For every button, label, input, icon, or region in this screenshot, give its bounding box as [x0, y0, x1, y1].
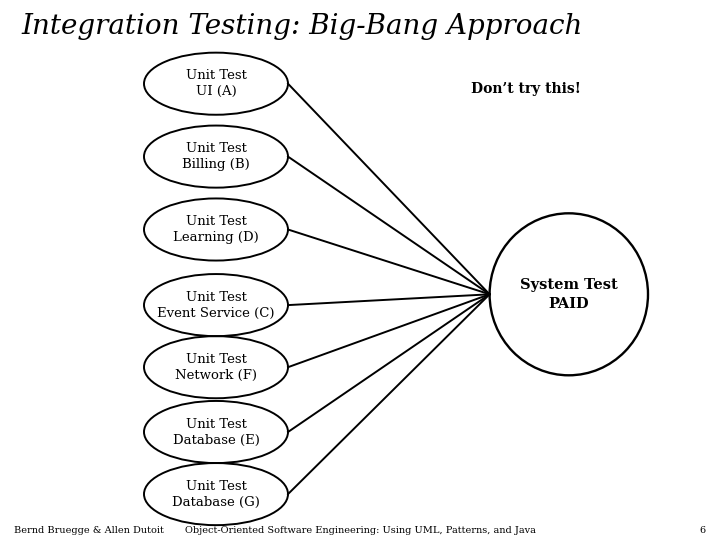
Text: Unit Test
Database (E): Unit Test Database (E)	[173, 417, 259, 447]
Text: 6: 6	[699, 525, 706, 535]
Text: Unit Test
Network (F): Unit Test Network (F)	[175, 353, 257, 382]
Text: Integration Testing: Big-Bang Approach: Integration Testing: Big-Bang Approach	[22, 14, 583, 40]
Text: Object-Oriented Software Engineering: Using UML, Patterns, and Java: Object-Oriented Software Engineering: Us…	[184, 525, 536, 535]
Text: Unit Test
Database (G): Unit Test Database (G)	[172, 480, 260, 509]
Text: Unit Test
Billing (B): Unit Test Billing (B)	[182, 142, 250, 171]
Text: Bernd Bruegge & Allen Dutoit: Bernd Bruegge & Allen Dutoit	[14, 525, 164, 535]
Text: Unit Test
Event Service (C): Unit Test Event Service (C)	[157, 291, 275, 320]
Text: Unit Test
Learning (D): Unit Test Learning (D)	[173, 215, 259, 244]
Text: Don’t try this!: Don’t try this!	[471, 82, 580, 96]
Text: System Test
PAID: System Test PAID	[520, 278, 618, 311]
Text: Unit Test
UI (A): Unit Test UI (A)	[186, 69, 246, 98]
